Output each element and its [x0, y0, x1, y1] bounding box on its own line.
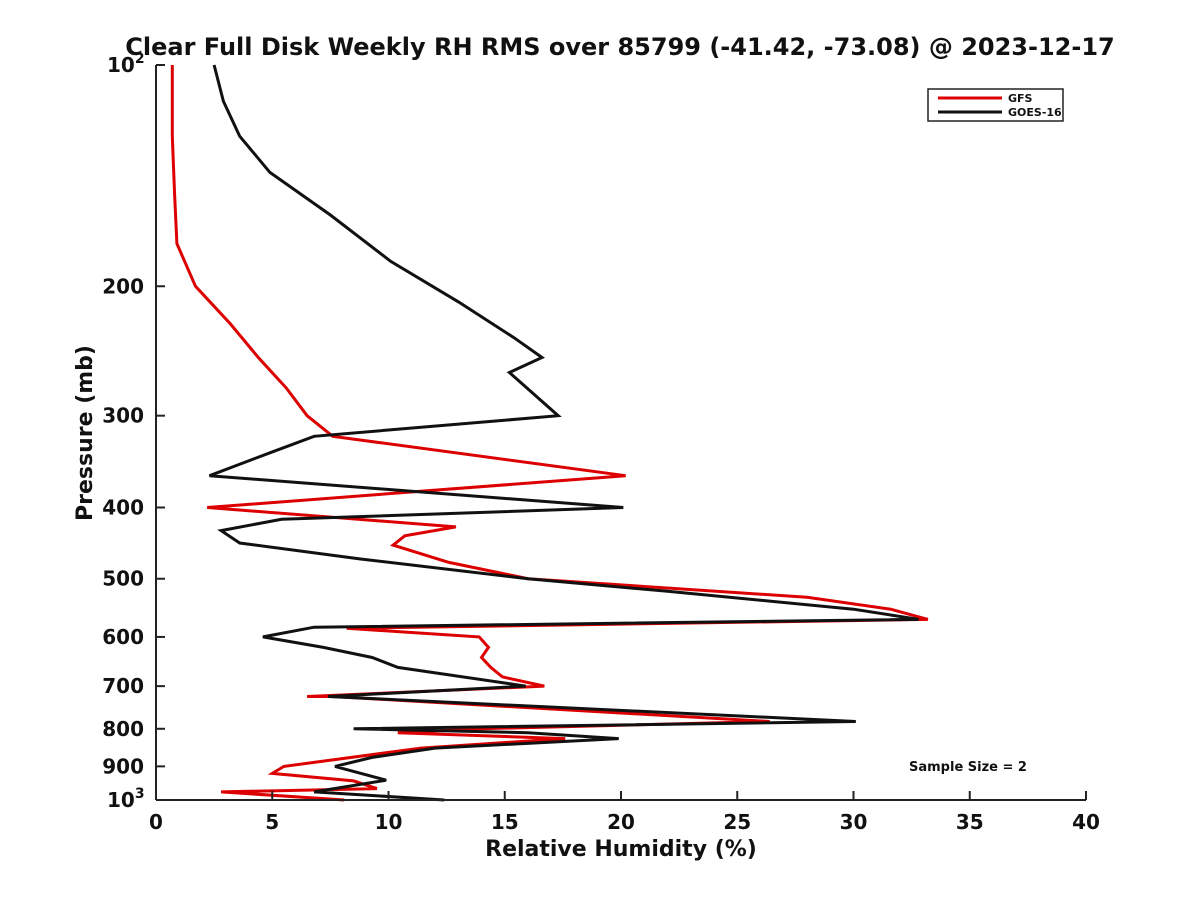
x-tick-label: 20 — [607, 810, 635, 834]
x-tick-label: 25 — [723, 810, 751, 834]
y-tick-label: 400 — [102, 496, 144, 520]
series-line-gfs — [170, 65, 929, 802]
x-axis-label: Relative Humidity (%) — [485, 837, 757, 862]
x-tick-label: 35 — [956, 810, 984, 834]
x-axis-ticks: 0 5 10 15 20 25 30 35 40 — [149, 791, 1100, 834]
sample-size-annotation: Sample Size = 2 — [909, 760, 1027, 775]
chart-title: Clear Full Disk Weekly RH RMS over 85799… — [125, 33, 1114, 61]
y-tick-label: 700 — [102, 674, 144, 698]
legend: GFS GOES-16 — [927, 88, 1064, 122]
legend-box — [927, 88, 1064, 122]
legend-label-goes-16: GOES-16 — [1008, 106, 1062, 119]
x-tick-label: 15 — [491, 810, 519, 834]
x-tick-label: 5 — [265, 810, 279, 834]
y-tick-label: 103 — [107, 786, 145, 812]
legend-label-gfs: GFS — [1008, 92, 1033, 105]
x-tick-label: 30 — [840, 810, 868, 834]
y-tick-label: 600 — [102, 625, 144, 649]
y-tick-label: 200 — [102, 274, 144, 298]
y-tick-label: 300 — [102, 404, 144, 428]
x-tick-label: 0 — [149, 810, 163, 834]
y-tick-label: 900 — [102, 754, 144, 778]
y-axis-label: Pressure (mb) — [73, 345, 98, 521]
y-tick-label: 800 — [102, 717, 144, 741]
series-line-goes-16 — [208, 64, 919, 802]
plot-series-group — [170, 64, 929, 802]
y-tick-label: 102 — [107, 51, 145, 77]
y-axis-ticks: 102 200 300 400 500 600 700 800 900 103 — [102, 51, 165, 812]
x-tick-label: 40 — [1072, 810, 1100, 834]
y-tick-label: 500 — [102, 567, 144, 591]
x-tick-label: 10 — [375, 810, 403, 834]
